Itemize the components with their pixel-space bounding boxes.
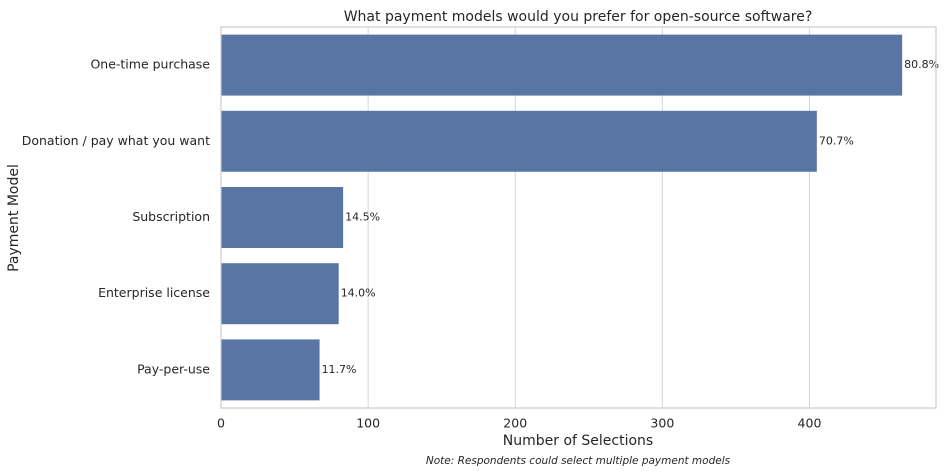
x-tick-label: 100 [356, 416, 380, 431]
bar [221, 34, 903, 96]
bar [221, 339, 320, 401]
x-axis-label: Number of Selections [503, 433, 653, 449]
y-tick-label: Subscription [132, 209, 210, 224]
x-tick-label: 300 [650, 416, 674, 431]
bar [221, 263, 339, 325]
bar-label: 14.0% [341, 287, 376, 300]
y-tick-label: One-time purchase [90, 57, 210, 72]
chart-title: What payment models would you prefer for… [344, 9, 813, 25]
y-tick-label: Enterprise license [98, 285, 210, 300]
y-tick-label: Donation / pay what you want [22, 133, 210, 148]
bar [221, 187, 344, 248]
y-tick-label: Pay-per-use [137, 361, 210, 376]
plot-frame [220, 26, 937, 409]
x-tick-label: 200 [503, 416, 527, 431]
bar-label: 70.7% [819, 134, 854, 147]
bar-label: 80.8% [904, 58, 939, 71]
x-tick-label: 400 [798, 416, 822, 431]
bar-label: 14.5% [345, 211, 380, 224]
bar-label: 11.7% [322, 363, 357, 376]
x-tick-label: 0 [217, 416, 225, 431]
bar [221, 110, 817, 172]
note: Note: Respondents could select multiple … [426, 455, 731, 467]
y-axis-label: Payment Model [6, 164, 22, 272]
